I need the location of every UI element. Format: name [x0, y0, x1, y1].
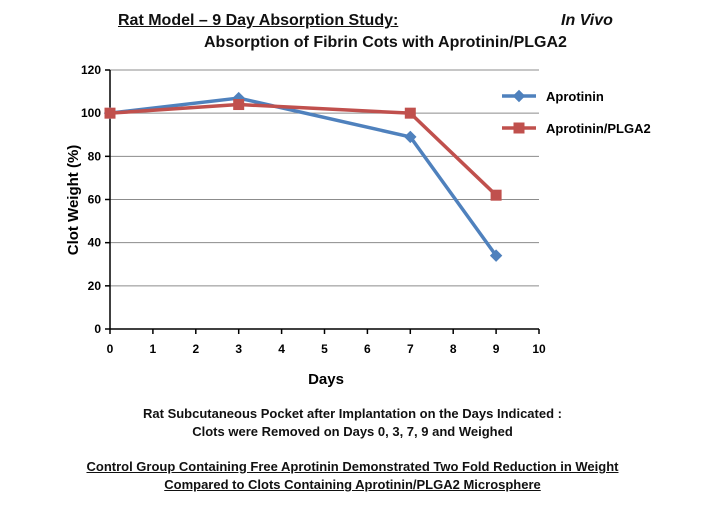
data-point: [404, 130, 417, 144]
legend-label: Aprotinin/PLGA2: [546, 121, 651, 136]
data-point: [490, 189, 502, 201]
series-group: [103, 91, 503, 262]
x-tick-label: 9: [493, 342, 500, 356]
x-tick-label: 4: [278, 342, 285, 356]
data-point: [489, 249, 503, 262]
y-tick-label: 40: [88, 236, 102, 250]
legend-label: Aprotinin: [546, 89, 604, 104]
y-axis-label: Clot Weight (%): [65, 145, 82, 256]
y-tick-label: 80: [88, 149, 102, 163]
x-tick-label: 5: [321, 342, 328, 356]
x-tick-label: 10: [532, 342, 546, 356]
series-line-2: [109, 102, 498, 197]
x-tick-label: 8: [450, 342, 457, 356]
x-tick-label: 6: [364, 342, 371, 356]
y-tick-label: 20: [88, 279, 102, 293]
data-point: [104, 107, 116, 119]
x-tick-label: 2: [192, 342, 199, 356]
legend-marker: [513, 122, 525, 134]
chart-subtitle: Absorption of Fibrin Cots with Aprotinin…: [204, 34, 567, 51]
conclusion-line-2: Compared to Clots Containing Aprotinin/P…: [164, 477, 541, 492]
in-vivo-tag: In Vivo: [561, 12, 613, 29]
y-tick-label: 0: [94, 322, 101, 336]
chart-title: Rat Model – 9 Day Absorption Study:: [118, 12, 399, 29]
series-line-1: [109, 96, 498, 257]
data-point: [404, 107, 416, 119]
caption-line-2: Clots were Removed on Days 0, 3, 7, 9 an…: [192, 424, 513, 439]
y-tick-label: 120: [81, 63, 101, 77]
data-point: [233, 99, 245, 111]
y-tick-label: 60: [88, 193, 102, 207]
x-tick-label: 7: [407, 342, 414, 356]
legend: Aprotinin Aprotinin/PLGA2: [502, 89, 651, 136]
grid-lines: [110, 69, 539, 287]
x-axis-label: Days: [308, 371, 344, 388]
x-tick-label: 3: [235, 342, 242, 356]
x-tick-label: 0: [107, 342, 114, 356]
x-tick-label: 1: [150, 342, 157, 356]
caption-line-1: Rat Subcutaneous Pocket after Implantati…: [143, 406, 562, 421]
tick-labels: 0 20 40 60 80 100 120 0 1 2 3 4 5 6 7 8 9 10: [81, 63, 546, 356]
y-tick-label: 100: [81, 106, 101, 120]
legend-marker: [512, 89, 526, 103]
conclusion-line-1: Control Group Containing Free Aprotinin …: [86, 459, 619, 474]
